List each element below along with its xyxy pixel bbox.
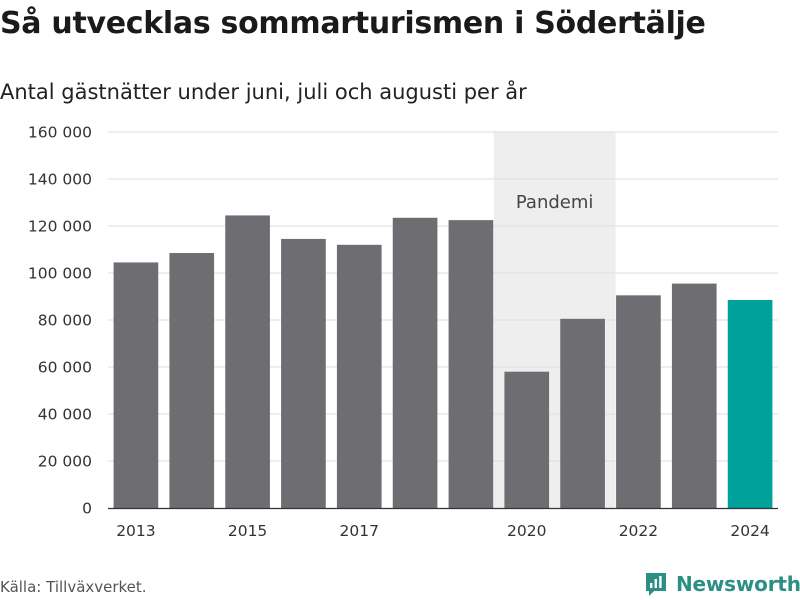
x-tick-label: 2020 bbox=[507, 522, 546, 540]
y-tick-label: 0 bbox=[82, 500, 92, 518]
y-tick-label: 160 000 bbox=[28, 124, 92, 142]
x-tick-label: 2022 bbox=[619, 522, 658, 540]
x-tick-label: 2017 bbox=[340, 522, 379, 540]
bar-2019[interactable] bbox=[448, 220, 494, 508]
y-tick-label: 140 000 bbox=[28, 171, 92, 189]
y-tick-label: 100 000 bbox=[28, 265, 92, 283]
bar-2017[interactable] bbox=[336, 244, 382, 509]
bar-2016[interactable] bbox=[281, 238, 326, 509]
chart-title: Så utvecklas sommarturismen i Södertälje bbox=[0, 6, 706, 41]
bar-chart: Pandemi 0 20 000 40 000 60 000 80 000 100 000… bbox=[28, 124, 778, 540]
x-tick-label: 2013 bbox=[116, 522, 155, 540]
bar-2018[interactable] bbox=[392, 217, 438, 508]
x-tick-label: 2024 bbox=[730, 522, 769, 540]
brand-name: Newsworthy bbox=[676, 572, 800, 596]
y-tick-label: 80 000 bbox=[38, 312, 92, 330]
x-tick-label: 2015 bbox=[228, 522, 267, 540]
source-note: Källa: Tillväxverket. bbox=[0, 578, 147, 596]
chart-subtitle: Antal gästnätter under juni, juli och au… bbox=[0, 80, 527, 104]
y-tick-label: 40 000 bbox=[38, 406, 92, 424]
pandemic-band-label: Pandemi bbox=[516, 192, 594, 213]
bar-2020[interactable] bbox=[504, 371, 550, 508]
bar-2022[interactable] bbox=[616, 295, 661, 508]
brand-logo[interactable]: Newsworthy bbox=[644, 570, 800, 598]
bar-2023[interactable] bbox=[671, 283, 717, 508]
bar-2024[interactable] bbox=[727, 300, 773, 508]
bar-2015[interactable] bbox=[225, 215, 270, 509]
y-tick-label: 120 000 bbox=[28, 218, 92, 236]
y-tick-label: 20 000 bbox=[38, 453, 92, 471]
bar-2014[interactable] bbox=[169, 253, 215, 508]
y-tick-label: 60 000 bbox=[38, 359, 92, 377]
bar-2013[interactable] bbox=[113, 262, 159, 508]
bar-2021[interactable] bbox=[560, 318, 605, 508]
newsworthy-logo-icon bbox=[646, 573, 666, 596]
